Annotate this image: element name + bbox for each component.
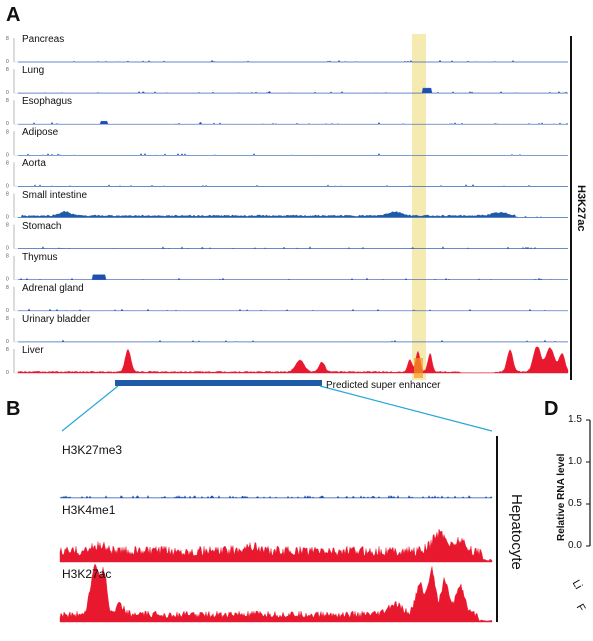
signal-track: [18, 210, 568, 218]
scale-max-label: 8: [6, 192, 9, 198]
signal-track: [18, 339, 568, 343]
panel-b-signal-track: [59, 495, 493, 499]
scale-min-label: 0: [6, 121, 9, 127]
scale-max-label: 8: [6, 98, 9, 104]
scale-max-label: 8: [6, 36, 9, 42]
track-label: Thymus: [22, 251, 58, 263]
scale-min-label: 0: [6, 152, 9, 158]
track-label: Stomach: [22, 220, 62, 232]
track-label: Lung: [22, 65, 45, 77]
track-label: Small intestine: [22, 189, 88, 201]
panel-b-signal-track: [59, 529, 493, 563]
signal-track: [18, 274, 568, 281]
scale-min-label: 0: [6, 308, 9, 314]
track-label: Esophagus: [22, 96, 73, 108]
scale-min-label: 0: [6, 277, 9, 283]
panel-d-ylabel: Relative RNA level: [556, 453, 567, 541]
highlight-region: [412, 34, 426, 380]
track-label: Adipose: [22, 127, 59, 139]
scale-max-label: 8: [6, 129, 9, 135]
track-label: Adrenal gland: [22, 282, 84, 294]
signal-track: [17, 346, 569, 374]
signal-track: [18, 308, 568, 311]
panel-d-tick-0-0: 0.0: [568, 540, 582, 551]
panel-a-side-label: H3K27ac: [575, 185, 587, 232]
super-enhancer-bar: [115, 380, 322, 386]
signal-track: [18, 246, 568, 249]
track-label: Aorta: [22, 158, 46, 170]
panel-b-label-h3k4me1: H3K4me1: [62, 503, 116, 517]
scale-min-label: 0: [6, 183, 9, 189]
track-label: Pancreas: [22, 34, 65, 45]
panel-d-tick-0-5: 0.5: [568, 498, 582, 509]
panel-b-label-h3k27me3: H3K27me3: [62, 443, 123, 457]
panel-b-label-h3k27ac: H3K27ac: [62, 567, 112, 581]
panel-b-letter: B: [6, 398, 21, 420]
scale-min-label: 0: [6, 370, 9, 376]
signal-track: [17, 87, 568, 94]
enhancer-label: Predicted super enhancer: [326, 380, 441, 391]
scale-min-label: 0: [6, 246, 9, 252]
panel-b-signal-track: [59, 563, 493, 623]
signal-track: [18, 59, 568, 63]
scale-min-label: 0: [6, 215, 9, 221]
scale-max-label: 8: [6, 316, 9, 322]
scale-min-label: 0: [6, 90, 9, 96]
scale-max-label: 8: [6, 223, 9, 229]
liver-highlight-peak: [414, 358, 423, 378]
scale-min-label: 0: [6, 59, 9, 65]
scale-max-label: 8: [6, 285, 9, 291]
signal-track: [18, 152, 568, 156]
panel-d-tick-1-0: 1.0: [568, 456, 582, 467]
scale-min-label: 0: [6, 339, 9, 345]
track-label: Urinary bladder: [22, 313, 91, 325]
signal-track: [18, 121, 569, 125]
panel-d-letter: D: [544, 398, 559, 420]
signal-track: [18, 183, 568, 187]
track-label: Liver: [22, 345, 44, 356]
scale-max-label: 8: [6, 254, 9, 260]
scale-max-label: 8: [6, 160, 9, 166]
connector-right: [319, 385, 493, 432]
panel-d-tick-1-5: 1.5: [568, 414, 582, 425]
panel-a-letter: A: [6, 4, 21, 26]
panel-b-side-label: Hepatocyte: [508, 494, 525, 570]
connector-left: [61, 385, 119, 432]
scale-max-label: 8: [6, 347, 9, 353]
scale-max-label: 8: [6, 67, 9, 73]
